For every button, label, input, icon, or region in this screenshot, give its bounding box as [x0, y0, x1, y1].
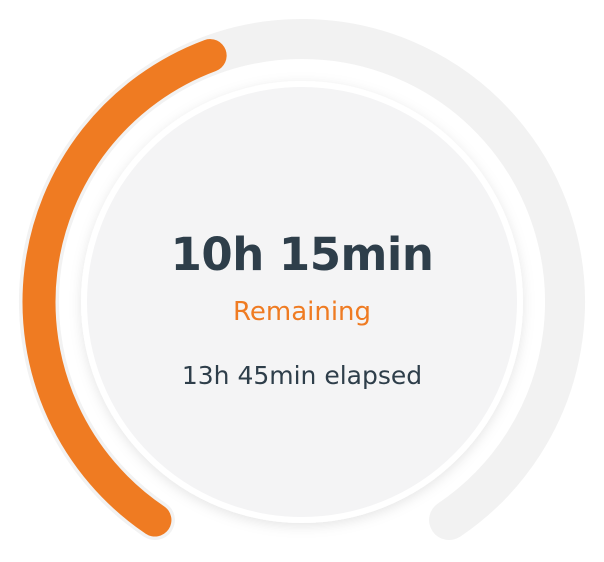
elapsed-time-text: 13h 45min elapsed — [181, 361, 423, 390]
remaining-label: Remaining — [232, 297, 372, 327]
remaining-time-value: 10h 15min — [170, 228, 434, 281]
progress-fill — [22, 39, 227, 537]
inner-dial — [81, 81, 523, 523]
